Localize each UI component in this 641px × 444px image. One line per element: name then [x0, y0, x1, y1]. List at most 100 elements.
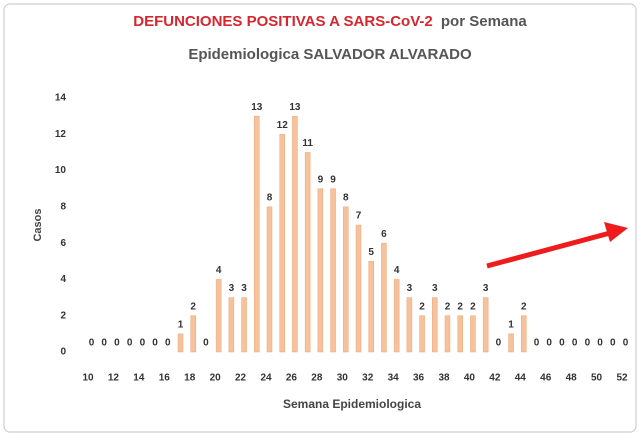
value-label: 0 — [101, 338, 107, 349]
x-tick-label: 50 — [591, 373, 603, 384]
bar — [304, 152, 311, 353]
value-label: 8 — [267, 192, 273, 203]
y-tick-label: 14 — [55, 93, 67, 104]
x-tick-label: 28 — [311, 373, 323, 384]
bar — [470, 315, 476, 353]
bar — [190, 315, 196, 353]
bar — [355, 224, 362, 353]
value-label: 3 — [229, 283, 235, 294]
value-label: 0 — [152, 338, 158, 349]
title-rest: por Semana — [441, 13, 528, 30]
value-label: 0 — [114, 338, 120, 349]
value-label: 0 — [585, 338, 591, 349]
bar — [521, 315, 527, 353]
y-tick-label: 2 — [60, 310, 66, 321]
value-label: 0 — [572, 338, 578, 349]
bar — [432, 297, 438, 353]
value-label: 0 — [597, 338, 603, 349]
value-label: 11 — [302, 138, 313, 149]
value-label: 2 — [445, 301, 451, 312]
x-tick-label: 16 — [159, 373, 171, 384]
value-label: 0 — [140, 338, 146, 349]
bar — [419, 315, 425, 353]
value-label: 13 — [289, 102, 301, 113]
value-label: 0 — [610, 338, 616, 349]
value-label: 9 — [318, 174, 324, 185]
bar — [228, 297, 235, 353]
bar — [177, 333, 184, 353]
x-tick-label: 36 — [413, 373, 425, 384]
x-tick-label: 32 — [362, 373, 374, 384]
value-label: 5 — [368, 247, 374, 258]
value-label: 6 — [381, 229, 387, 240]
bar — [215, 279, 222, 353]
x-tick-label: 34 — [388, 373, 400, 384]
y-tick-label: 6 — [60, 238, 66, 249]
value-label: 4 — [216, 265, 222, 276]
value-label: 3 — [432, 283, 438, 294]
bar — [482, 297, 489, 353]
bar — [444, 315, 451, 353]
x-tick-label: 20 — [210, 373, 222, 384]
value-label: 1 — [178, 319, 184, 330]
value-label: 3 — [407, 283, 413, 294]
bar — [241, 297, 247, 353]
x-tick-label: 52 — [616, 373, 628, 384]
bar — [508, 333, 514, 353]
x-axis-label: Semana Epidemiologica — [283, 397, 421, 411]
value-label: 8 — [343, 192, 349, 203]
bar — [368, 261, 374, 353]
value-label: 0 — [165, 338, 171, 349]
bar — [330, 188, 336, 353]
bar — [279, 134, 285, 353]
value-label: 3 — [241, 283, 247, 294]
x-tick-label: 12 — [108, 373, 120, 384]
value-label: 12 — [277, 120, 289, 131]
x-tick-label: 30 — [337, 373, 349, 384]
bar — [343, 206, 349, 353]
arrow-shaft — [486, 230, 611, 269]
y-tick-label: 12 — [55, 129, 67, 140]
x-tick-label: 18 — [184, 373, 196, 384]
arrow — [486, 222, 628, 269]
y-tick-label: 4 — [60, 274, 66, 285]
x-tick-label: 10 — [82, 373, 94, 384]
value-label: 0 — [496, 338, 502, 349]
value-label: 2 — [470, 301, 476, 312]
value-label: 9 — [330, 174, 336, 185]
value-label: 2 — [521, 301, 527, 312]
x-tick-label: 22 — [235, 373, 247, 384]
value-label: 0 — [546, 338, 552, 349]
x-tick-label: 42 — [489, 373, 501, 384]
value-label: 2 — [190, 301, 196, 312]
bar — [292, 115, 298, 353]
arrow-head — [604, 222, 628, 242]
value-label: 2 — [419, 301, 425, 312]
value-label: 0 — [127, 338, 133, 349]
y-tick-label: 8 — [60, 201, 66, 212]
title-highlight: DEFUNCIONES POSITIVAS A SARS-CoV-2 — [133, 13, 432, 30]
y-tick-label: 0 — [60, 347, 66, 358]
value-label: 0 — [559, 338, 565, 349]
bar — [317, 188, 324, 353]
value-label: 0 — [623, 338, 629, 349]
bar — [254, 115, 260, 353]
x-tick-label: 38 — [438, 373, 450, 384]
value-label: 2 — [457, 301, 463, 312]
x-tick-label: 14 — [133, 373, 145, 384]
value-label: 0 — [203, 338, 209, 349]
x-tick-label: 24 — [260, 373, 272, 384]
bar — [406, 297, 413, 353]
value-label: 1 — [508, 319, 514, 330]
value-label: 13 — [251, 102, 263, 113]
title-line2: Epidemiologica SALVADOR ALVARADO — [188, 46, 472, 63]
x-tick-label: 26 — [286, 373, 298, 384]
x-tick-label: 48 — [566, 373, 578, 384]
y-axis-label: Casos — [32, 208, 44, 241]
x-tick-label: 44 — [515, 373, 527, 384]
x-tick-label: 40 — [464, 373, 476, 384]
value-label: 7 — [356, 211, 362, 222]
value-label: 0 — [89, 338, 95, 349]
value-label: 4 — [394, 265, 400, 276]
